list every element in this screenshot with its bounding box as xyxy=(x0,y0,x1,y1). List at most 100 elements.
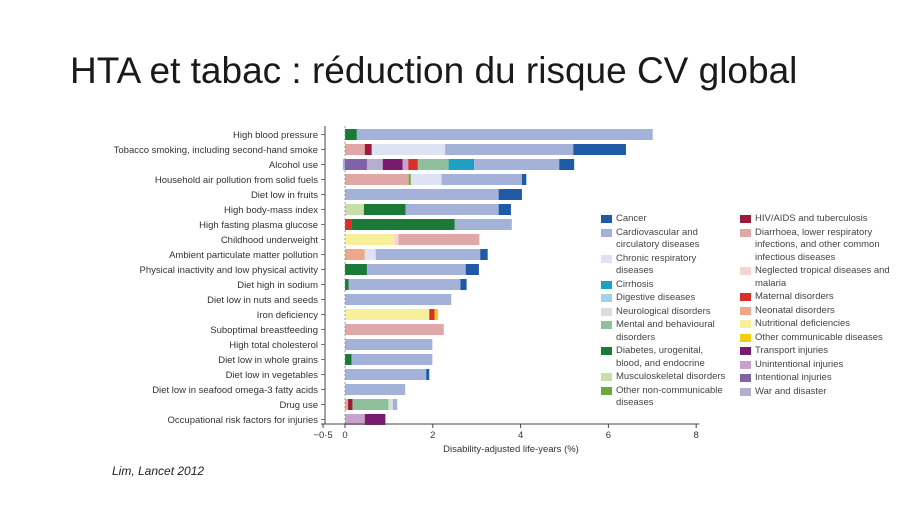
legend-item-neuro: Neurological disorders xyxy=(601,306,731,319)
bar-segment-maternal xyxy=(408,159,418,170)
category-label: Physical inactivity and low physical act… xyxy=(140,265,319,276)
bar-segment-cancer xyxy=(498,189,522,200)
bar-segment-neg-cardio xyxy=(342,159,345,170)
bar-segment-unintentional xyxy=(345,414,365,425)
x-tick-label: 2 xyxy=(430,430,435,441)
legend-swatch xyxy=(740,374,751,382)
bar-segment-cardio xyxy=(345,369,427,380)
bar-segment-hiv_tb xyxy=(364,144,372,155)
legend-swatch xyxy=(601,215,612,223)
x-axis-label: Disability-adjusted life-years (%) xyxy=(443,444,579,455)
bar-segment-diabetes xyxy=(345,279,349,290)
bar-segment-transport xyxy=(364,414,386,425)
legend-swatch xyxy=(740,347,751,355)
legend: Cancer Cardiovascular and circulatory dis… xyxy=(601,213,901,423)
legend-item-cancer: Cancer xyxy=(601,213,731,226)
legend-label: Cirrhosis xyxy=(616,278,654,290)
category-label: Household air pollution from solid fuels xyxy=(155,175,318,186)
bar-segment-chronic_resp xyxy=(410,174,442,185)
legend-swatch xyxy=(601,307,612,316)
bar-segment-cancer xyxy=(559,159,575,170)
legend-item-war: War and disaster xyxy=(740,386,900,399)
bar-segment-diabetes xyxy=(345,264,367,275)
legend-swatch xyxy=(740,228,751,237)
legend-item-neonatal: Neonatal disorders xyxy=(740,305,900,318)
legend-label: Digestive diseases xyxy=(616,292,696,303)
category-label: Diet low in whole grains xyxy=(218,355,318,366)
legend-label: Maternal disorders xyxy=(755,291,834,302)
legend-swatch xyxy=(740,360,751,369)
bar-segment-cardio xyxy=(345,294,452,305)
legend-label: Mental and behavioural disorders xyxy=(616,319,715,343)
legend-label: Other communicable diseases xyxy=(755,331,883,343)
bar-segment-cancer xyxy=(426,369,430,380)
legend-swatch xyxy=(601,373,612,381)
legend-item-unintentional: Unintentional injuries xyxy=(740,359,900,372)
bar-segment-cancer xyxy=(460,279,467,290)
bar-segment-diarrhoea xyxy=(345,324,444,335)
bar-segment-cardio xyxy=(474,159,560,170)
bar-segment-cancer xyxy=(573,144,626,155)
category-label: High body-mass index xyxy=(224,205,318,216)
bar-segment-cardio xyxy=(345,339,433,350)
category-label: Drug use xyxy=(279,400,318,411)
bar-segment-diabetes xyxy=(363,204,406,215)
legend-swatch xyxy=(740,215,751,223)
legend-label: Neonatal disorders xyxy=(755,304,835,316)
legend-label: Other non-communicable diseases xyxy=(616,384,723,409)
legend-label: Transport injuries xyxy=(755,345,829,356)
bar-segment-mental xyxy=(417,159,449,170)
bar-segment-cardio xyxy=(392,399,398,410)
slide-title: HTA et tabac : réduction du risque CV gl… xyxy=(70,50,798,91)
citation: Lim, Lancet 2012 xyxy=(112,464,205,478)
bar-segment-transport xyxy=(382,159,403,170)
legend-label: Nutritional deficiencies xyxy=(755,318,851,329)
legend-item-chronic_resp: Chronic respiratory diseases xyxy=(601,253,731,278)
bar-segment-chronic_resp xyxy=(364,249,376,260)
bar-segment-other_comm xyxy=(434,309,439,320)
legend-item-digestive: Digestive diseases xyxy=(601,292,731,305)
legend-item-diabetes: Diabetes, urogenital, blood, and endocri… xyxy=(601,345,731,370)
x-axis: −0·5 0 2 4 6 8 Disability-adjusted life-years … xyxy=(313,126,700,455)
bar-segment-cardio xyxy=(356,129,653,140)
bar-segment-diarrhoea xyxy=(345,174,409,185)
category-label: High fasting plasma glucose xyxy=(199,220,318,231)
legend-item-mental: Mental and behavioural disorders xyxy=(601,319,731,344)
legend-item-intentional: Intentional injuries xyxy=(740,372,900,385)
bar-segment-cardio xyxy=(454,219,512,230)
legend-label: Neurological disorders xyxy=(616,305,711,317)
bar-segment-cardio xyxy=(445,144,574,155)
legend-label: Neglected tropical diseases and malaria xyxy=(755,265,890,289)
legend-label: War and disaster xyxy=(755,385,827,397)
bar-segment-diabetes xyxy=(345,354,352,365)
bar-segment-cancer xyxy=(521,174,527,185)
legend-item-diarrhoea: Diarrhoea, lower respiratory infections,… xyxy=(740,227,900,265)
bar-segment-cardio xyxy=(405,204,499,215)
legend-item-cirrhosis: Cirrhosis xyxy=(601,279,731,292)
legend-label: Chronic respiratory diseases xyxy=(616,252,697,277)
x-tick-label: 0 xyxy=(342,430,347,441)
legend-label: HIV/AIDS and tuberculosis xyxy=(755,213,868,224)
category-label: Suboptimal breastfeeding xyxy=(210,325,318,336)
bar-segment-mental xyxy=(352,399,389,410)
legend-swatch xyxy=(601,294,612,302)
bar-segment-neuro xyxy=(388,399,393,410)
bar-segment-nutritional xyxy=(345,234,395,245)
category-label: Occupational risk factors for injuries xyxy=(168,415,319,426)
category-label: Alcohol use xyxy=(269,160,318,171)
legend-swatch xyxy=(601,347,612,355)
legend-item-cardio: Cardiovascular and circulatory diseases xyxy=(601,227,731,252)
category-label: Childhood underweight xyxy=(221,235,319,246)
legend-column-1: Cancer Cardiovascular and circulatory dis… xyxy=(601,213,731,411)
bar-segment-cardio xyxy=(345,189,499,200)
legend-item-ntd: Neglected tropical diseases and malaria xyxy=(740,265,900,290)
category-labels: High blood pressure Tobacco smoking, incl… xyxy=(114,130,325,426)
legend-item-maternal: Maternal disorders xyxy=(740,291,900,304)
legend-label: Cardiovascular and circulatory diseases xyxy=(616,226,700,251)
bar-segment-maternal xyxy=(429,309,435,320)
bar-segment-cirrhosis xyxy=(448,159,475,170)
legend-item-other_comm: Other communicable diseases xyxy=(740,332,900,345)
bar-segment-chronic_resp xyxy=(371,144,446,155)
legend-item-musculo: Musculoskeletal disorders xyxy=(601,371,731,384)
legend-label: Intentional injuries xyxy=(755,372,832,383)
